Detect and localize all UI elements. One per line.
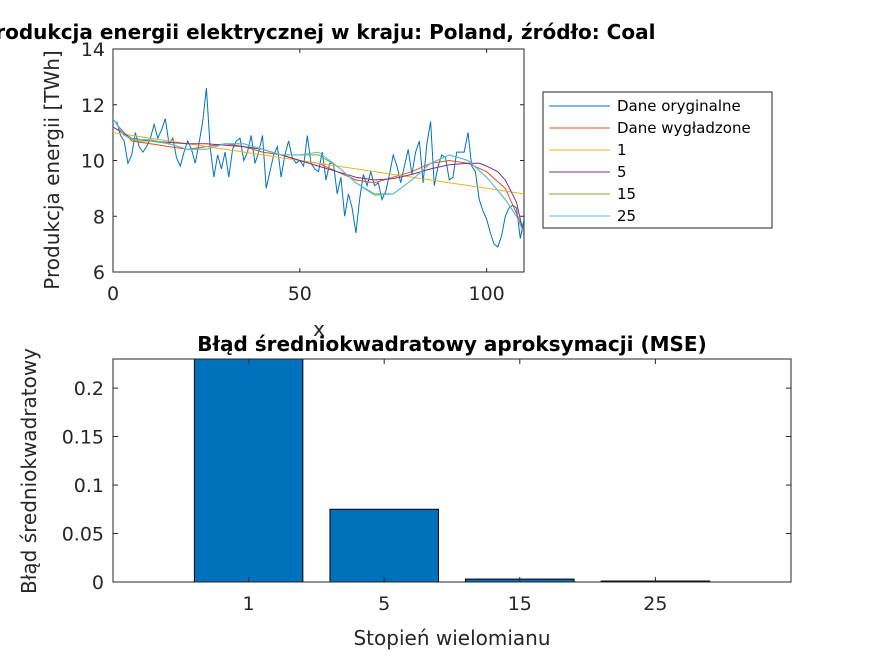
legend-label-4: 15 [617, 185, 636, 203]
y-tick-label: 6 [93, 262, 105, 284]
y-tick-label: 12 [81, 95, 105, 117]
legend-label-5: 25 [617, 207, 636, 225]
bar-chart-x-ticks: 1 5 15 25 [243, 359, 667, 615]
x-tick-label: 100 [469, 283, 505, 305]
bar-chart-y-axis-label: Błąd średniokwadratowy [17, 348, 41, 594]
line-chart-x-ticks: 0 50 100 [107, 49, 505, 305]
series-line-5 [113, 118, 524, 234]
legend-label-2: 1 [617, 141, 627, 159]
line-chart-x-axis-label: x [313, 317, 325, 341]
x-tick-label: 1 [243, 593, 255, 615]
y-tick-label: 0 [92, 572, 104, 594]
x-tick-label: 25 [643, 593, 667, 615]
y-tick-label: 14 [81, 39, 105, 61]
bar-5 [329, 508, 439, 582]
bar-chart: 00.050.10.150.2 1 5 15 25 Błąd średniokwadr… [17, 332, 792, 650]
y-tick-label: 0.15 [62, 427, 104, 449]
y-tick-label: 0.05 [62, 524, 104, 546]
bar-chart-x-axis-label: Stopień wielomianu [353, 626, 550, 650]
x-tick-label: 5 [378, 593, 390, 615]
bar-chart-y-ticks: 0 0.05 0.1 0.15 0.2 [62, 378, 791, 594]
bar-chart-title: Błąd średniokwadratowy aproksymacji (MSE… [197, 332, 706, 356]
legend-box [542, 91, 773, 229]
line-chart-y-ticks: 6 8 10 12 14 [81, 39, 524, 284]
x-tick-label: 50 [288, 283, 312, 305]
y-tick-label: 10 [81, 151, 105, 173]
line-chart-series-group [113, 87, 524, 248]
bar-chart-frame [112, 358, 792, 583]
x-tick-label: 15 [508, 593, 532, 615]
line-chart: Produkcja energii elektrycznej w kraju: … [0, 20, 773, 341]
legend-label-0: Dane oryginalne [617, 97, 741, 115]
legend-label-3: 5 [617, 163, 627, 181]
x-tick-label: 0 [107, 283, 119, 305]
bar-1 [193, 359, 304, 582]
line-chart-y-axis-label: Produkcja energii [TWh] [40, 50, 64, 289]
series-line-0 [116, 87, 524, 248]
line-chart-title: Produkcja energii elektrycznej w kraju: … [0, 20, 655, 44]
legend-label-1: Dane wygładzone [617, 119, 751, 137]
y-tick-label: 0.1 [74, 475, 104, 497]
y-tick-label: 8 [93, 206, 105, 228]
y-tick-label: 0.2 [74, 378, 104, 400]
series-line-2 [113, 132, 524, 195]
line-chart-plot-area [112, 48, 525, 273]
